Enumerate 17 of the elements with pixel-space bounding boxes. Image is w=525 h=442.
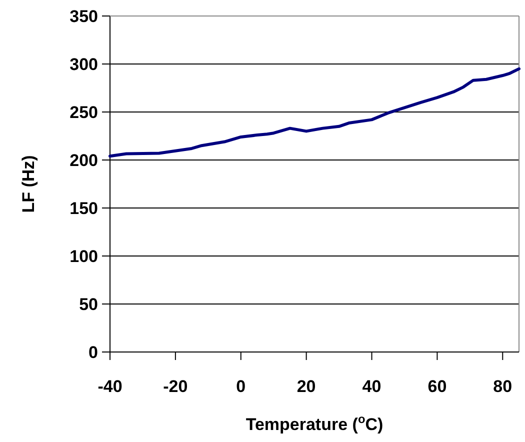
y-tick-label: 350	[70, 6, 98, 26]
x-tick-label: -20	[163, 377, 188, 396]
y-tick-label: 250	[70, 102, 98, 122]
y-axis-title: LF (Hz)	[19, 155, 38, 213]
x-tick-label: 40	[362, 377, 382, 396]
x-tick-label: 80	[493, 377, 512, 396]
y-tick-label: 300	[70, 54, 98, 74]
y-tick-label: 0	[88, 342, 98, 362]
x-tick-label: 20	[296, 377, 316, 396]
x-tick-label: 0	[236, 377, 246, 396]
x-tick-label: 60	[428, 377, 447, 396]
y-tick-label: 200	[70, 150, 98, 170]
y-tick-label: 50	[79, 294, 98, 314]
y-tick-label: 150	[70, 198, 98, 218]
y-tick-label: 100	[70, 246, 98, 266]
x-tick-label: -40	[98, 377, 122, 396]
x-axis-title: Temperature ($^{o}$C)	[246, 412, 384, 434]
